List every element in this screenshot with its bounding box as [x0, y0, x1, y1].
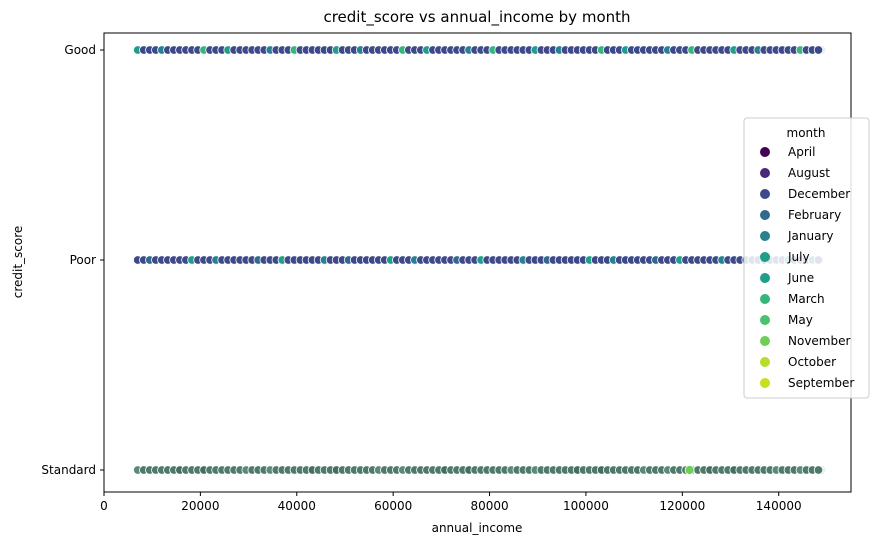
x-axis: 0 20000 40000 60000 80000 100000 120000 140000: [100, 492, 802, 513]
legend-marker: [760, 315, 770, 325]
scatter-point: [813, 45, 824, 55]
legend-label: March: [788, 292, 825, 306]
legend-label: September: [788, 376, 854, 390]
legend-marker: [760, 294, 770, 304]
legend-marker: [760, 231, 770, 241]
x-tick-label: 80000: [470, 499, 508, 513]
legend-label: December: [788, 187, 850, 201]
legend-marker: [760, 336, 770, 346]
legend-marker: [760, 357, 770, 367]
legend-label: April: [788, 145, 815, 159]
x-tick-label: 20000: [181, 499, 219, 513]
legend-marker: [760, 273, 770, 283]
legend-marker: [760, 378, 770, 388]
legend-title: month: [787, 126, 826, 140]
y-axis-label: credit_score: [11, 226, 25, 299]
y-axis: Good Poor Standard: [41, 43, 104, 477]
y-tick-label: Good: [64, 43, 96, 57]
legend-marker: [760, 189, 770, 199]
legend-marker: [760, 252, 770, 262]
y-tick-label: Poor: [70, 253, 96, 267]
x-tick-label: 60000: [374, 499, 412, 513]
legend-label: June: [787, 271, 814, 285]
legend-marker: [760, 147, 770, 157]
legend-label: November: [788, 334, 850, 348]
x-tick-label: 100000: [563, 499, 609, 513]
x-tick-label: 120000: [659, 499, 705, 513]
chart-title: credit_score vs annual_income by month: [323, 8, 630, 27]
x-axis-label: annual_income: [432, 521, 523, 535]
legend-label: February: [788, 208, 841, 222]
y-tick-label: Standard: [41, 463, 96, 477]
scatter-point: [813, 465, 824, 475]
legend-box: [743, 117, 870, 399]
x-tick-label: 140000: [756, 499, 802, 513]
scatter-point-highlight: [684, 465, 695, 475]
legend-label: August: [788, 166, 830, 180]
legend-marker: [760, 168, 770, 178]
x-tick-label: 0: [100, 499, 108, 513]
legend: month April August December February January…: [743, 117, 870, 399]
legend-label: January: [787, 229, 834, 243]
legend-label: May: [788, 313, 813, 327]
legend-label: October: [788, 355, 836, 369]
points-layer: [133, 45, 826, 475]
x-tick-label: 40000: [278, 499, 316, 513]
legend-label: July: [787, 250, 810, 264]
legend-marker: [760, 210, 770, 220]
